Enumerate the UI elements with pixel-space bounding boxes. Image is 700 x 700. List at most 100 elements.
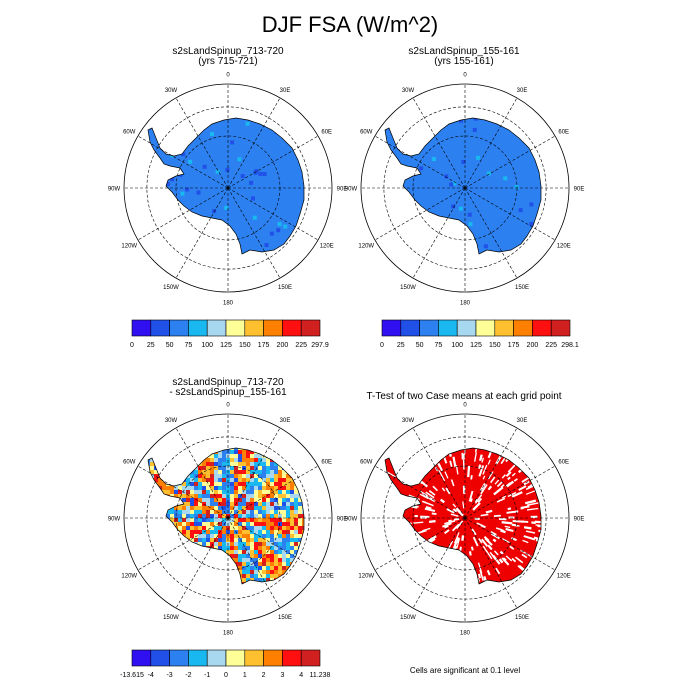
graticule: 0 30E 60E 90E 120E 150E 180 150W 120W 90W 60W 30W	[108, 73, 347, 307]
colorbar-label-0: -13.615	[120, 672, 144, 679]
significance-note: Cells are significant at 0.1 level	[409, 666, 521, 675]
label-lon-90e: 90E	[337, 187, 348, 193]
colorbar-label-1: -4	[148, 672, 154, 679]
colorbar-label-4: 100	[451, 342, 463, 349]
meridian-lon-150e	[464, 517, 518, 609]
colorbar-box-1	[400, 319, 420, 337]
colorbar-box-2	[169, 649, 189, 667]
figure-title: DJF FSA (W/m^2)	[261, 12, 439, 37]
map-boundary	[360, 83, 570, 293]
label-lon-30e: 30E	[517, 418, 528, 424]
colorbar-label-1: 25	[147, 342, 155, 349]
colorbar-label-10: 298.1	[561, 342, 579, 349]
colorbar-label-2: 50	[416, 342, 424, 349]
colorbar-box-8	[282, 319, 302, 337]
colorbar-label-9: 225	[545, 342, 557, 349]
colorbar-label-10: 297.9	[311, 342, 329, 349]
colorbar-label-6: 150	[489, 342, 501, 349]
colorbar-box-9	[550, 319, 571, 337]
colorbar-box-2	[169, 319, 189, 337]
colorbar-box-2	[419, 319, 439, 337]
meridian-lon-150e	[227, 187, 281, 279]
colorbar-box-7	[263, 649, 283, 667]
meridian-lon-30e	[227, 427, 281, 519]
meridian-lon-120e	[227, 187, 319, 241]
label-lon-120w: 120W	[358, 244, 374, 250]
label-lon-90e: 90E	[574, 187, 585, 193]
case2-colorbar: 0 25 50 75 100 125 150 175 200 225 298.1	[380, 319, 579, 349]
diff-title-line1: s2sLandSpinup_713-720	[172, 377, 284, 388]
label-lon-0: 0	[226, 403, 230, 409]
diff-title: s2sLandSpinup_713-720 - s2sLandSpinup_15…	[108, 378, 348, 398]
case1-colorbar: 0 25 50 75 100 125 150 175 200 225 297.9	[130, 319, 329, 349]
colorbar-box-6	[244, 319, 264, 337]
label-lon-90w: 90W	[108, 517, 121, 523]
case2-title-line1: s2sLandSpinup_155-161	[408, 46, 520, 57]
label-lon-150w: 150W	[400, 615, 416, 621]
label-lon-120w: 120W	[358, 574, 374, 580]
meridian-lon-30w	[175, 97, 229, 189]
label-lon-30e: 30E	[280, 88, 291, 94]
colorbar-label-2: 50	[166, 342, 174, 349]
colorbar-box-0	[131, 649, 152, 667]
colorbar-box-9	[300, 649, 321, 667]
label-lon-60e: 60E	[321, 460, 332, 466]
colorbar-box-3	[188, 319, 208, 337]
coastline	[384, 447, 542, 585]
meridian-lon-150w	[412, 517, 466, 609]
colorbar-box-7	[263, 319, 283, 337]
label-lon-30e: 30E	[280, 418, 291, 424]
meridian-lon-150w	[175, 187, 229, 279]
colorbar-box-8	[282, 649, 302, 667]
meridian-lon-60e	[227, 465, 319, 519]
colorbar-label-5: 125	[220, 342, 232, 349]
colorbar-label-4: 100	[201, 342, 213, 349]
meridian-lon-120w	[374, 517, 466, 571]
meridian-lon-60w	[137, 135, 229, 189]
colorbar-box-4	[456, 319, 477, 337]
diff-map: 0 30E 60E 90E 120E 150E 180 150W 120W 90W 60W 30W	[108, 403, 347, 637]
colorbar-box-6	[494, 319, 514, 337]
meridian-lon-120w	[137, 187, 229, 241]
meridian-lon-60w	[137, 465, 229, 519]
colorbar-label-6: 1	[243, 672, 247, 679]
colorbar-box-9	[300, 319, 321, 337]
colorbar-label-6: 150	[239, 342, 251, 349]
label-lon-30w: 30W	[402, 418, 415, 424]
colorbar-box-5	[475, 319, 496, 337]
label-lon-0: 0	[226, 73, 230, 79]
colorbar-box-6	[244, 649, 264, 667]
meridian-lon-150w	[175, 517, 229, 609]
case2-map: 0 30E 60E 90E 120E 150E 180 150W 120W 90W 60W 30W	[345, 73, 585, 307]
label-lon-180: 180	[460, 631, 471, 637]
label-lon-30w: 30W	[165, 418, 178, 424]
colorbar-label-4: -1	[204, 672, 210, 679]
map-boundary	[123, 413, 333, 623]
colorbar-label-0: 0	[380, 342, 384, 349]
meridian-lon-120e	[227, 517, 319, 571]
colorbar-box-0	[381, 319, 402, 337]
colorbar-box-8	[532, 319, 552, 337]
case2-title-line2: (yrs 155-161)	[434, 56, 494, 67]
label-lon-150e: 150E	[515, 285, 529, 291]
colorbar-label-7: 175	[258, 342, 270, 349]
meridian-lon-120w	[374, 187, 466, 241]
meridian-lon-120e	[464, 517, 556, 571]
label-lon-120e: 120E	[557, 244, 571, 250]
label-lon-150w: 150W	[163, 615, 179, 621]
label-lon-120w: 120W	[121, 244, 137, 250]
colorbar-box-5	[225, 649, 246, 667]
label-lon-30e: 30E	[517, 88, 528, 94]
case1-map: 0 30E 60E 90E 120E 150E 180 150W 120W 90W 60W 30W	[108, 73, 347, 307]
label-lon-120e: 120E	[320, 574, 334, 580]
coastline	[147, 447, 305, 585]
colorbar-label-1: 25	[397, 342, 405, 349]
colorbar-box-3	[438, 319, 458, 337]
label-lon-180: 180	[223, 631, 234, 637]
meridian-lon-150e	[227, 517, 281, 609]
map-boundary	[360, 413, 570, 623]
colorbar-label-7: 2	[262, 672, 266, 679]
label-lon-90w: 90W	[108, 187, 121, 193]
ttest-map: 0 30E 60E 90E 120E 150E 180 150W 120W 90W 60W 30W	[345, 403, 584, 637]
colorbar-box-5	[225, 319, 246, 337]
